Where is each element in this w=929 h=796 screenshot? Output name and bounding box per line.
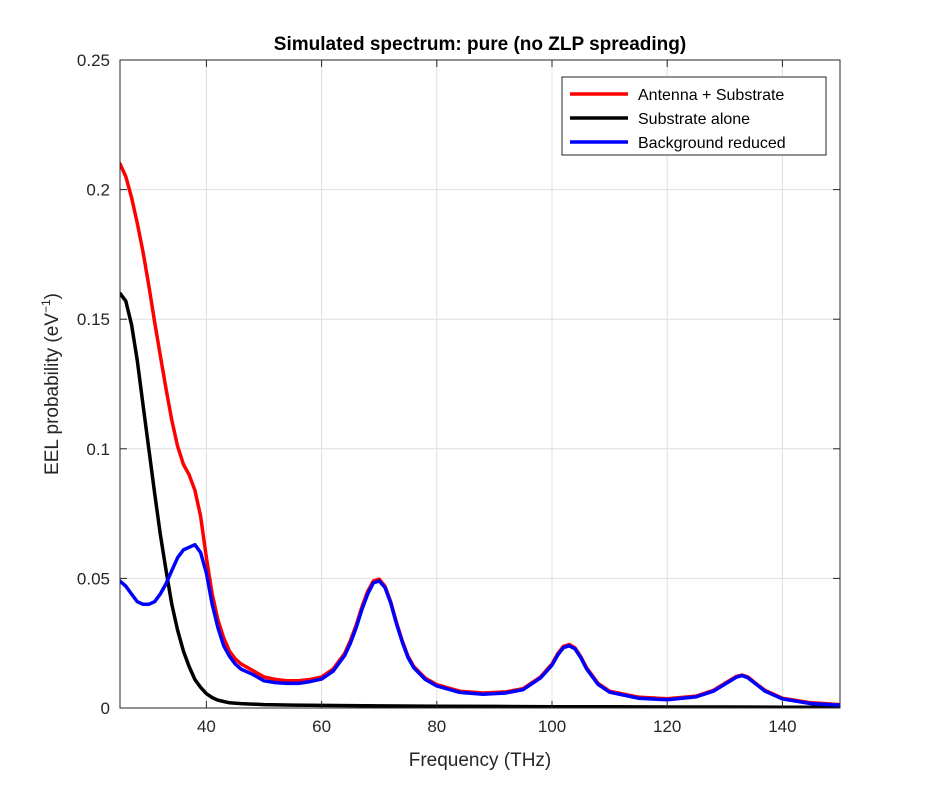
x-tick-label: 100 <box>538 717 566 736</box>
x-tick-label: 60 <box>312 717 331 736</box>
chart-title: Simulated spectrum: pure (no ZLP spreadi… <box>274 34 686 55</box>
x-tick-label: 120 <box>653 717 681 736</box>
grid <box>120 60 840 708</box>
series-layer <box>120 161 840 708</box>
y-tick-label: 0.1 <box>86 440 110 459</box>
series-line-substrate-alone <box>120 291 840 708</box>
y-tick-label: 0.2 <box>86 181 110 200</box>
series-line-background-reduced <box>120 542 840 707</box>
x-tick-label: 140 <box>768 717 796 736</box>
legend: Antenna + Substrate Substrate alone Backgr… <box>561 76 827 156</box>
y-axis-label: EEL probability (eV−1) <box>39 293 63 475</box>
ticks <box>120 59 840 709</box>
legend-label-background-reduced: Background reduced <box>638 135 786 152</box>
y-tick-label: 0 <box>101 699 110 718</box>
y-axis-label-main: EEL probability (eV <box>42 313 63 475</box>
y-tick-label: 0.15 <box>77 310 110 329</box>
x-tick-label: 80 <box>427 717 446 736</box>
plot-area <box>120 60 840 708</box>
legend-label-substrate-alone: Substrate alone <box>638 111 750 128</box>
y-axis-label-close: ) <box>42 293 63 299</box>
x-axis-label: Frequency (THz) <box>409 750 552 771</box>
tick-labels: 40 60 80 100 120 140 0 0.05 0.1 0.15 0.2 0.25 <box>77 51 797 736</box>
y-tick-label: 0.05 <box>77 569 110 588</box>
y-axis-label-superscript: −1 <box>39 299 53 313</box>
legend-label-antenna-substrate: Antenna + Substrate <box>638 87 784 104</box>
plot-frame <box>119 59 841 709</box>
y-tick-label: 0.25 <box>77 51 110 70</box>
x-tick-label: 40 <box>197 717 216 736</box>
